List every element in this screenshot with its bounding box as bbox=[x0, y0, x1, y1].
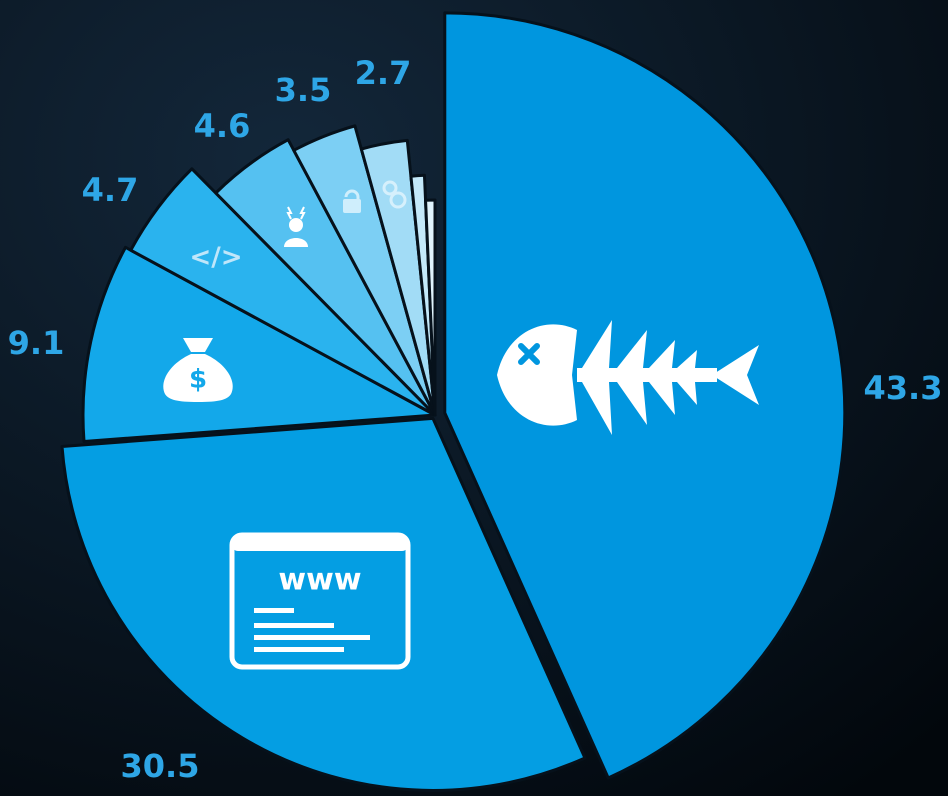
pie-slice bbox=[409, 173, 437, 417]
pie-slice bbox=[424, 198, 437, 417]
pie-slice bbox=[292, 124, 437, 417]
lock-icon bbox=[343, 189, 361, 213]
person-icon bbox=[284, 206, 308, 247]
pie-slice bbox=[129, 167, 437, 417]
slices bbox=[60, 11, 847, 792]
browser-icon: www bbox=[229, 532, 411, 670]
data-label: 3.5 bbox=[275, 71, 332, 109]
data-label: 43.3 bbox=[864, 369, 943, 407]
data-label: 2.7 bbox=[355, 54, 412, 92]
code-icon: </> bbox=[189, 243, 242, 273]
pie-slice bbox=[214, 138, 437, 417]
data-label: 4.6 bbox=[194, 107, 251, 145]
gear-icon bbox=[382, 180, 407, 209]
fish-icon bbox=[497, 320, 759, 435]
svg-text:www: www bbox=[278, 563, 361, 598]
data-label: 9.1 bbox=[8, 324, 65, 362]
icons: www $ </> bbox=[163, 180, 759, 670]
svg-text:$: $ bbox=[189, 365, 207, 395]
pie-slice bbox=[443, 11, 847, 780]
data-label: 30.5 bbox=[121, 747, 200, 785]
pie-slice bbox=[60, 416, 587, 792]
data-label: 4.7 bbox=[82, 171, 139, 209]
money-icon: $ bbox=[163, 338, 233, 402]
pie-slice bbox=[359, 138, 437, 417]
labels: 43.3 30.5 9.1 4.7 4.6 3.5 2.7 bbox=[8, 54, 943, 785]
